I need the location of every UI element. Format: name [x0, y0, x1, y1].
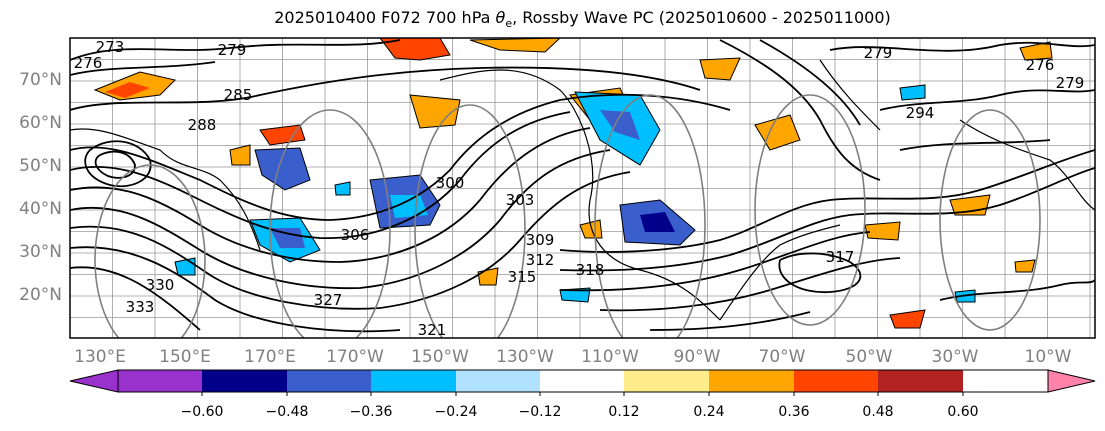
- colorbar-tick-label: −0.60: [181, 404, 224, 420]
- contour-label: 317: [826, 248, 855, 266]
- longitude-label: 170°W: [326, 347, 384, 367]
- rossby-wave-pc-contours: [94, 94, 1041, 338]
- longitude-label: 130°W: [496, 347, 554, 367]
- theta-symbol: θ: [495, 8, 506, 27]
- colorbar-swatch: [287, 370, 371, 392]
- figure-title: 2025010400 F072 700 hPa θe, Rossby Wave …: [70, 8, 1095, 30]
- theta-subscript: e: [505, 17, 513, 31]
- contour-label: 300: [436, 174, 465, 192]
- longitude-label: 150°W: [411, 347, 469, 367]
- colorbar-tick-label: 0.12: [608, 404, 639, 420]
- colorbar-swatch: [709, 370, 794, 392]
- latitude-label: 70°N: [19, 70, 62, 90]
- colorbar-tick-label: −0.48: [266, 404, 309, 420]
- map-frame: [69, 37, 1096, 339]
- contour-label: 276: [74, 54, 103, 72]
- colorbar-tick-labels: −0.60 −0.48 −0.36 −0.24 −0.12 0.12 0.24 0.36 0.4…: [181, 392, 979, 420]
- contour-label: 309: [526, 231, 555, 249]
- contour-label: 333: [126, 298, 155, 316]
- contour-label: 288: [188, 116, 217, 134]
- contour-label: 285: [224, 86, 253, 104]
- colorbar-tick-label: 0.36: [778, 404, 809, 420]
- contour-label: 306: [341, 226, 370, 244]
- colorbar: [69, 369, 1096, 393]
- longitude-label: 10°W: [1025, 347, 1072, 367]
- longitude-label: 70°W: [759, 347, 806, 367]
- latitude-label: 30°N: [19, 242, 62, 262]
- contour-label: 279: [218, 41, 247, 59]
- longitude-label: 50°W: [846, 347, 893, 367]
- longitude-label: 150°E: [159, 347, 211, 367]
- colorbar-swatch: [794, 370, 878, 392]
- title-prefix: 2025010400 F072 700 hPa: [274, 8, 496, 27]
- theta-e-contours: [70, 39, 1095, 333]
- longitude-labels: 130°E 150°E 170°E 170°W 150°W 130°W 110°W 90°W 7…: [74, 347, 1072, 367]
- latitude-label: 40°N: [19, 199, 62, 219]
- contour-label: 279: [1056, 74, 1085, 92]
- contour-label: 312: [526, 251, 555, 269]
- longitude-label: 130°E: [74, 347, 126, 367]
- latitude-labels: 20°N 30°N 40°N 50°N 60°N 70°N: [19, 70, 62, 305]
- contour-label: 327: [314, 291, 343, 309]
- colorbar-tick-label: −0.24: [435, 404, 478, 420]
- contour-label: 273: [96, 38, 125, 56]
- latitude-label: 50°N: [19, 156, 62, 176]
- colorbar-tick-label: 0.60: [947, 404, 978, 420]
- colorbar-extend-min: [69, 369, 119, 393]
- colorbar-tick-label: 0.48: [862, 404, 893, 420]
- colorbar-frame: [117, 369, 1049, 393]
- colorbar-tick-label: −0.12: [519, 404, 562, 420]
- shaded-anomalies: [93, 38, 1053, 329]
- longitude-label: 90°W: [674, 347, 721, 367]
- colorbar-swatch: [371, 370, 456, 392]
- colorbar-tick-label: −0.36: [350, 404, 393, 420]
- colorbar-swatch: [202, 370, 287, 392]
- contour-label: 276: [1026, 56, 1055, 74]
- latitude-label: 60°N: [19, 113, 62, 133]
- coastlines: [70, 59, 1095, 321]
- contour-label: 294: [906, 104, 935, 122]
- longitude-label: 110°W: [581, 347, 639, 367]
- contour-label: 315: [508, 268, 537, 286]
- colorbar-extend-max: [1047, 369, 1096, 393]
- colorbar-swatch: [118, 370, 202, 392]
- contour-label: 279: [864, 44, 893, 62]
- title-suffix: , Rossby Wave PC (2025010600 - 202501100…: [512, 8, 891, 27]
- colorbar-tick-label: 0.24: [693, 404, 724, 420]
- colorbar-swatch: [878, 370, 963, 392]
- contour-label: 321: [418, 321, 447, 339]
- colorbar-swatch: [456, 370, 540, 392]
- contour-label: 303: [506, 191, 535, 209]
- colorbar-swatch: [540, 370, 624, 392]
- latitude-label: 20°N: [19, 285, 62, 305]
- colorbar-swatch: [624, 370, 709, 392]
- contour-label: 318: [576, 261, 605, 279]
- contour-label: 330: [146, 276, 175, 294]
- longitude-label: 170°E: [244, 347, 296, 367]
- longitude-label: 30°W: [932, 347, 979, 367]
